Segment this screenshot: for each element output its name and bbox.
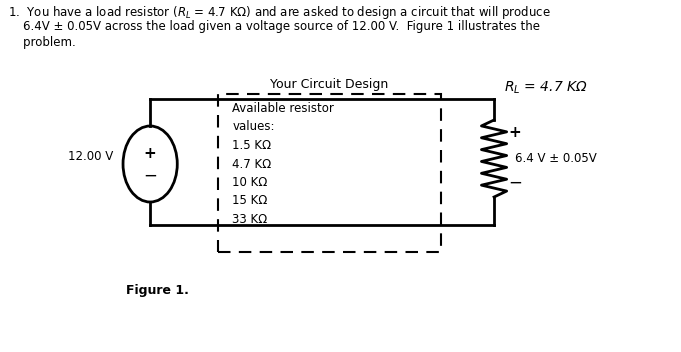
- Text: +: +: [144, 146, 157, 162]
- Text: $R_L$ = 4.7 KΩ: $R_L$ = 4.7 KΩ: [504, 80, 588, 96]
- Text: Figure 1.: Figure 1.: [126, 284, 189, 297]
- Text: +: +: [509, 125, 522, 140]
- Text: Your Circuit Design: Your Circuit Design: [270, 78, 388, 91]
- Text: Available resistor
values:
1.5 KΩ
4.7 KΩ
10 KΩ
15 KΩ
33 KΩ: Available resistor values: 1.5 KΩ 4.7 KΩ…: [232, 102, 334, 226]
- Text: 1.  You have a load resistor ($R_L$ = 4.7 KΩ) and are asked to design a circuit : 1. You have a load resistor ($R_L$ = 4.7…: [7, 4, 551, 21]
- Text: 6.4 V ± 0.05V: 6.4 V ± 0.05V: [516, 152, 597, 165]
- Text: −: −: [143, 167, 157, 185]
- Text: 12.00 V: 12.00 V: [68, 150, 113, 163]
- Text: −: −: [509, 174, 522, 192]
- Text: problem.: problem.: [7, 36, 76, 49]
- Text: 6.4V ± 0.05V across the load given a voltage source of 12.00 V.  Figure 1 illust: 6.4V ± 0.05V across the load given a vol…: [7, 20, 540, 33]
